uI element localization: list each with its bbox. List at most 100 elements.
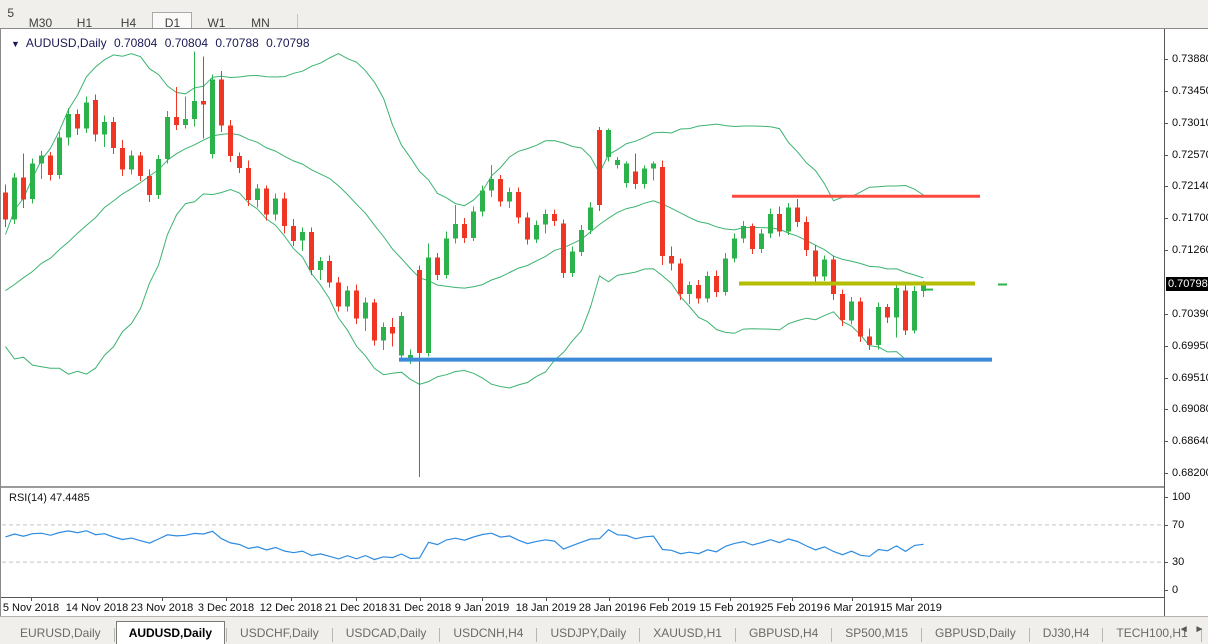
chart-symbol-label: AUDUSD,Daily — [25, 36, 107, 50]
tab-separator — [536, 627, 538, 642]
price-tick — [1165, 91, 1168, 92]
chart-tab-sp500-m15[interactable]: SP500,M15 — [845, 626, 909, 640]
symbol-dropdown-icon[interactable]: ▼ — [11, 39, 20, 49]
rsi-tick — [1165, 525, 1168, 526]
price-tick — [1165, 473, 1168, 474]
date-tick — [852, 598, 853, 601]
chart-tab-eurusd-daily[interactable]: EURUSD,Daily — [20, 626, 101, 640]
tab-separator — [113, 627, 115, 642]
price-axis-label: 0.72140 — [1172, 180, 1208, 192]
price-axis-label: 0.72570 — [1172, 149, 1208, 161]
chart-tab-audusd-daily[interactable]: AUDUSD,Daily — [115, 621, 226, 644]
date-tick — [420, 598, 421, 601]
price-tick — [1165, 409, 1168, 410]
date-axis-label: 6 Feb 2019 — [640, 602, 696, 614]
date-tick — [482, 598, 483, 601]
date-axis-label: 18 Jan 2019 — [515, 602, 577, 614]
chart-tab-dj30-h4[interactable]: DJ30,H4 — [1042, 626, 1090, 640]
rsi-axis-label: 100 — [1172, 491, 1191, 503]
timeframe-button-m30[interactable]: M30 — [28, 16, 53, 30]
price-tick — [1165, 441, 1168, 442]
tab-separator — [331, 627, 333, 642]
price-axis-label: 0.73450 — [1172, 85, 1208, 97]
date-axis-label: 12 Dec 2018 — [259, 602, 323, 614]
date-tick — [31, 598, 32, 601]
price-tick — [1165, 314, 1168, 315]
date-axis-label: 14 Nov 2018 — [65, 602, 129, 614]
quote-low: 0.70788 — [215, 36, 259, 50]
price-tick — [1165, 59, 1168, 60]
chart-tab-bar: EURUSD,Daily AUDUSD,Daily USDCHF,Daily USDC… — [0, 616, 1208, 644]
timeframe-toolbar: 5 M30 H1 H4 D1 W1 MN — [0, 0, 1208, 35]
chart-tab-usdcad-daily[interactable]: USDCAD,Daily — [345, 626, 427, 640]
chart-tab-xauusd-h1[interactable]: XAUUSD,H1 — [653, 626, 722, 640]
rsi-tick — [1165, 562, 1168, 563]
tab-separator — [1200, 627, 1202, 642]
chart-tab-usdcnh-h4[interactable]: USDCNH,H4 — [453, 626, 524, 640]
chart-window: ▼ AUDUSD,Daily 0.70804 0.70804 0.70788 0.… — [0, 28, 1208, 618]
chart-tab-gbpusd-daily[interactable]: GBPUSD,Daily — [935, 626, 1016, 640]
rsi-axis-label: 0 — [1172, 584, 1179, 596]
timeframe-button-mn[interactable]: MN — [251, 16, 270, 30]
price-pane[interactable] — [2, 30, 1163, 486]
date-tick — [911, 598, 912, 601]
tab-separator — [639, 627, 641, 642]
bollinger-middle-band — [5, 132, 924, 292]
price-tick — [1165, 250, 1168, 251]
rsi-axis-label: 70 — [1172, 519, 1185, 531]
tab-separator — [734, 627, 736, 642]
pane-splitter[interactable] — [1, 486, 1164, 488]
price-axis-label: 0.71700 — [1172, 212, 1208, 224]
date-axis-label: 15 Feb 2019 — [699, 602, 761, 614]
tab-scroll-right-icon[interactable]: ► — [1194, 624, 1205, 635]
price-axis-label: 0.69950 — [1172, 340, 1208, 352]
candlesticks — [3, 51, 926, 477]
rsi-pane[interactable] — [2, 488, 1163, 596]
price-axis-label: 0.73880 — [1172, 53, 1208, 65]
chart-tab-usdjpy-daily[interactable]: USDJPY,Daily — [550, 626, 627, 640]
price-tick — [1165, 346, 1168, 347]
timeframe-button-m5-partial[interactable]: 5 — [7, 6, 14, 20]
price-tick — [1165, 186, 1168, 187]
price-axis[interactable]: 0.70798 0.73880 0.73450 0.73010 0.72570 0.72… — [1164, 29, 1208, 617]
quote-open: 0.70804 — [113, 36, 158, 50]
current-price-tag: 0.70798 — [1166, 277, 1208, 291]
price-tick — [1165, 123, 1168, 124]
tab-separator — [921, 627, 923, 642]
chart-tab-usdchf-daily[interactable]: USDCHF,Daily — [240, 626, 319, 640]
tab-scroll-left-icon[interactable]: ◄ — [1178, 624, 1189, 635]
tab-scroll-buttons: ◄ ► — [1177, 624, 1206, 635]
tab-separator — [226, 627, 228, 642]
price-axis-label: 0.71260 — [1172, 244, 1208, 256]
tab-separator — [1028, 627, 1030, 642]
date-axis-label: 5 Nov 2018 — [2, 602, 60, 614]
rsi-indicator-label: RSI(14) 47.4485 — [9, 492, 90, 504]
date-axis-label: 6 Mar 2019 — [824, 602, 880, 614]
rsi-line — [5, 528, 924, 561]
rsi-tick — [1165, 590, 1168, 591]
quote-close: 0.70798 — [266, 36, 310, 50]
chart-tab-tech100-h1[interactable]: TECH100,H1 — [1116, 626, 1188, 640]
timeframe-button-w1[interactable]: W1 — [207, 16, 226, 30]
date-tick — [97, 598, 98, 601]
date-tick — [792, 598, 793, 601]
chart-tab-gbpusd-h4[interactable]: GBPUSD,H4 — [748, 626, 819, 640]
price-axis-label: 0.68200 — [1172, 467, 1208, 479]
timeframe-button-h4[interactable]: H4 — [120, 16, 137, 30]
date-axis-label: 28 Jan 2019 — [578, 602, 640, 614]
price-tick — [1165, 378, 1168, 379]
rsi-tick — [1165, 497, 1168, 498]
bollinger-upper-band — [5, 53, 924, 235]
date-axis[interactable]: 5 Nov 2018 14 Nov 2018 23 Nov 2018 3 Dec 20… — [1, 597, 1164, 618]
timeframe-button-h1[interactable]: H1 — [76, 16, 93, 30]
date-tick — [546, 598, 547, 601]
tab-separator — [1102, 627, 1104, 642]
date-tick — [291, 598, 292, 601]
date-axis-label: 21 Dec 2018 — [324, 602, 388, 614]
date-tick — [356, 598, 357, 601]
date-tick — [226, 598, 227, 601]
tab-separator — [831, 627, 833, 642]
price-axis-label: 0.73010 — [1172, 117, 1208, 129]
price-axis-label: 0.68640 — [1172, 435, 1208, 447]
date-axis-label: 9 Jan 2019 — [454, 602, 510, 614]
